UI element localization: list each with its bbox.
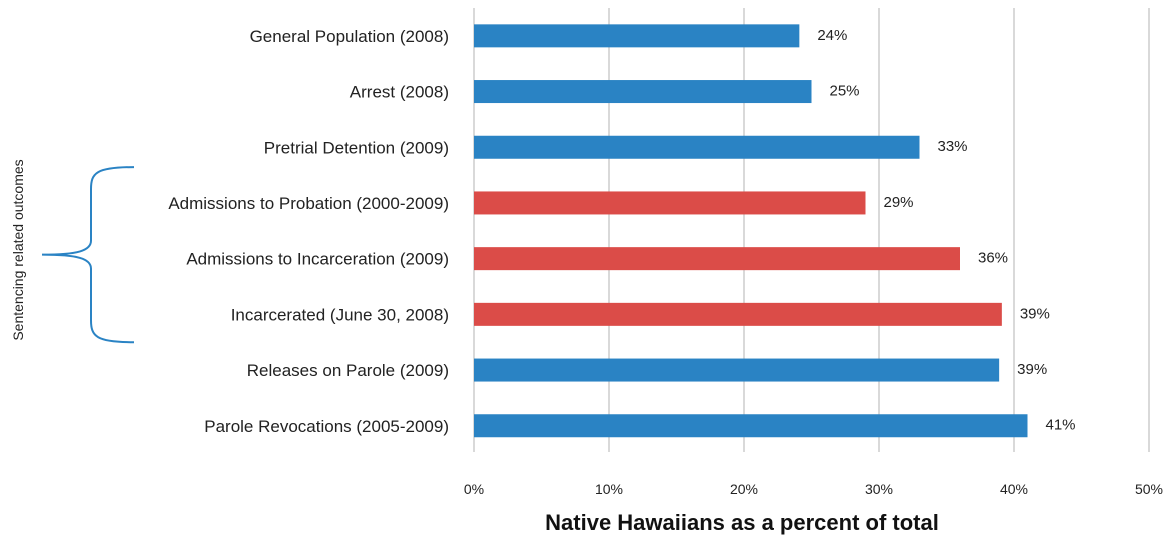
- category-label: Admissions to Incarceration (2009): [186, 250, 449, 269]
- category-label: Incarcerated (June 30, 2008): [231, 305, 449, 324]
- x-tick-label: 30%: [865, 481, 893, 497]
- bar: [474, 80, 812, 104]
- category-label: General Population (2008): [250, 27, 449, 46]
- data-label: 39%: [1017, 361, 1047, 378]
- bars: [474, 24, 1028, 438]
- x-tick-label: 20%: [730, 481, 758, 497]
- data-label: 41%: [1046, 417, 1076, 434]
- data-labels: 24% 25% 33% 29% 36% 39% 39% 41%: [817, 27, 1075, 434]
- bar: [474, 358, 1000, 382]
- bar: [474, 135, 920, 159]
- x-axis-title: Native Hawaiians as a percent of total: [545, 510, 939, 535]
- gridlines: [473, 8, 1150, 452]
- category-label: Releases on Parole (2009): [247, 361, 449, 380]
- bar: [474, 24, 800, 48]
- category-label: Pretrial Detention (2009): [264, 138, 449, 157]
- data-label: 33%: [938, 138, 968, 155]
- x-tick-labels: 0% 10% 20% 30% 40% 50%: [464, 481, 1163, 497]
- group-label: Sentencing related outcomes: [10, 159, 26, 340]
- data-label: 29%: [884, 194, 914, 211]
- data-label: 25%: [830, 83, 860, 100]
- category-labels: General Population (2008) Arrest (2008) Pr…: [168, 27, 449, 436]
- group-bracket: [41, 166, 135, 344]
- category-label: Parole Revocations (2005-2009): [204, 417, 449, 436]
- x-tick-label: 0%: [464, 481, 484, 497]
- data-label: 36%: [978, 250, 1008, 267]
- bar: [474, 191, 866, 215]
- data-label: 24%: [817, 27, 847, 44]
- data-label: 39%: [1020, 305, 1050, 322]
- bar: [474, 247, 960, 271]
- x-tick-label: 10%: [595, 481, 623, 497]
- category-label: Arrest (2008): [350, 83, 449, 102]
- category-label: Admissions to Probation (2000-2009): [168, 194, 449, 213]
- x-tick-label: 40%: [1000, 481, 1028, 497]
- x-tick-label: 50%: [1135, 481, 1163, 497]
- bar: [474, 302, 1002, 326]
- bar: [474, 414, 1028, 438]
